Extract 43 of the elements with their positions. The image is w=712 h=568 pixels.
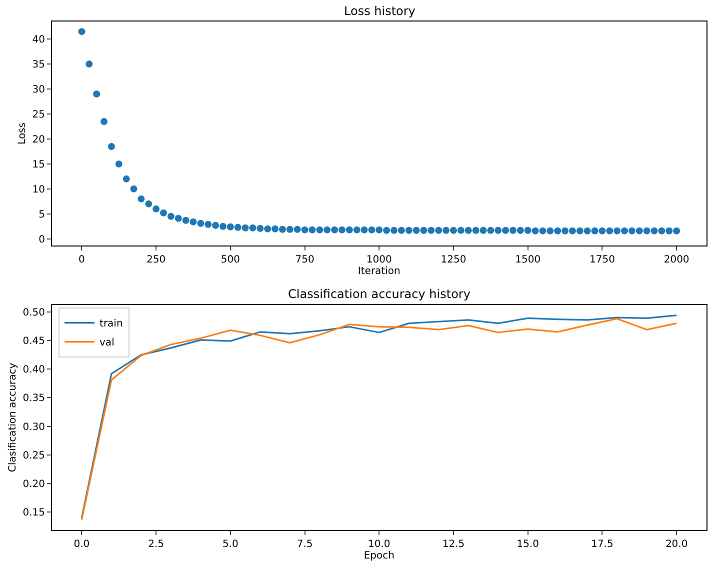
x-tick-label: 17.5 xyxy=(591,538,614,550)
y-axis-title: Loss xyxy=(17,122,28,144)
chart-title: Loss history xyxy=(344,4,416,18)
x-tick-label: 2000 xyxy=(664,254,690,266)
x-tick-label: 0 xyxy=(78,254,85,266)
x-tick-label: 0.0 xyxy=(74,538,90,550)
x-tick-label: 1000 xyxy=(366,254,392,266)
x-tick-label: 7.5 xyxy=(296,538,313,550)
y-tick-label: 0.50 xyxy=(22,307,45,318)
x-axis-title: Epoch xyxy=(364,550,394,562)
legend-label: val xyxy=(100,338,114,349)
y-tick-label: 0.25 xyxy=(22,450,45,462)
legend-label: train xyxy=(100,318,123,330)
x-tick-label: 1250 xyxy=(440,254,466,266)
chart-title: Classification accuracy history xyxy=(288,287,470,301)
x-tick-label: 10.0 xyxy=(368,538,390,550)
y-tick-label: 35 xyxy=(32,60,45,71)
y-tick-label: 20 xyxy=(32,134,45,146)
y-tick-label: 30 xyxy=(32,84,45,96)
y-tick-label: 0.40 xyxy=(22,364,45,376)
x-tick-label: 500 xyxy=(220,254,240,266)
y-tick-label: 25 xyxy=(32,109,45,120)
x-tick-label: 20.0 xyxy=(665,538,688,550)
y-tick-label: 40 xyxy=(32,34,45,46)
y-tick-label: 0.20 xyxy=(22,479,45,490)
x-tick-label: 15.0 xyxy=(516,538,539,550)
x-tick-label: 12.5 xyxy=(442,538,465,550)
y-tick-label: 0.15 xyxy=(22,508,45,519)
x-tick-label: 250 xyxy=(146,254,166,266)
y-tick-label: 0.35 xyxy=(22,393,45,404)
y-tick-label: 0.30 xyxy=(22,422,45,433)
x-tick-label: 750 xyxy=(295,254,314,266)
x-tick-label: 1750 xyxy=(589,254,615,266)
y-tick-label: 0.45 xyxy=(22,336,45,347)
x-tick-label: 2.5 xyxy=(148,538,164,550)
y-tick-label: 0 xyxy=(38,234,45,246)
y-axis-title: Clasification accuracy xyxy=(8,362,19,472)
x-tick-label: 5.0 xyxy=(222,538,238,550)
y-tick-label: 10 xyxy=(32,184,45,196)
y-tick-label: 15 xyxy=(32,159,45,170)
y-tick-label: 5 xyxy=(38,209,45,220)
x-axis-title: Iteration xyxy=(358,266,400,277)
x-tick-label: 1500 xyxy=(515,254,541,266)
